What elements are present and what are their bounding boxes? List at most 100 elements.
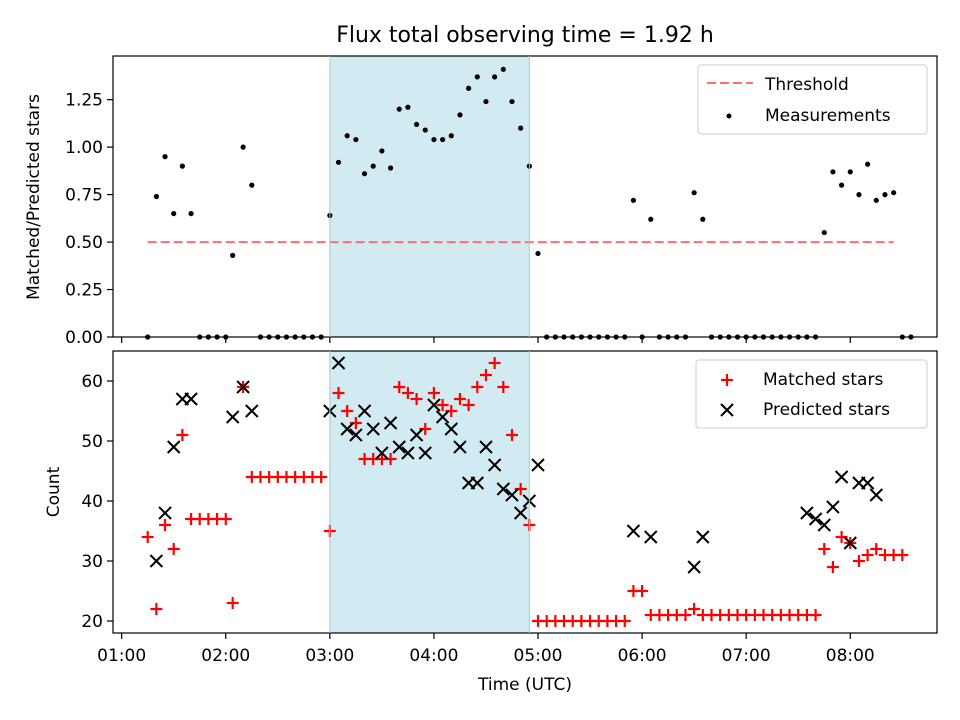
predicted-star-point [340, 422, 354, 436]
predicted-star-point [531, 458, 545, 472]
predicted-star-point [435, 410, 450, 424]
measurement-point [648, 216, 654, 222]
measurement-point [361, 171, 368, 177]
measurement-point [344, 133, 350, 139]
measurement-point [492, 74, 498, 80]
matched-star-point [410, 393, 423, 405]
matched-star-point [427, 387, 440, 399]
measurement-point [830, 169, 836, 175]
xtick-label: 03:00 [305, 646, 354, 666]
measurement-point [856, 192, 862, 198]
measurement-point [882, 192, 888, 198]
measurement-point [847, 169, 853, 175]
matched-star-point [226, 597, 239, 609]
measurement-point [171, 210, 177, 217]
measurement-point [396, 106, 402, 112]
measurement-point [483, 98, 489, 105]
measurement-point [188, 210, 194, 217]
measurement-point [700, 216, 706, 222]
measurement-point [500, 66, 506, 72]
top-axes-frame [112, 55, 938, 338]
matched-star-point [176, 429, 189, 441]
predicted-star-point [236, 380, 250, 394]
top-ytick-label: 0.25 [65, 281, 103, 301]
predicted-star-point [357, 404, 372, 418]
matched-star-point [141, 531, 154, 543]
measurement-point [891, 190, 897, 196]
predicted-star-point [487, 458, 502, 472]
predicted-star-point [375, 446, 389, 460]
predicted-star-point [167, 440, 181, 454]
measurement-point [448, 133, 454, 139]
predicted-star-point [860, 476, 875, 490]
measurement-point [691, 190, 697, 196]
predicted-star-point [479, 440, 493, 454]
bottom-panel: 20 30 40 50 60 01:00 02:00 03:00 04:00 05:00 06:0… [44, 350, 938, 695]
measurement-point [457, 112, 463, 118]
measurements-legend-marker [726, 113, 732, 119]
measurement-point [873, 197, 879, 203]
measurement-point [838, 182, 845, 188]
predicted-star-point [834, 470, 849, 484]
predicted-star-point [427, 398, 441, 412]
predicted-star-point [453, 440, 467, 454]
measurement-point [230, 252, 236, 258]
x-axis-label: Time (UTC) [477, 675, 572, 695]
matched-star-point [332, 387, 345, 399]
measurement-point [535, 250, 541, 257]
measurement-point [821, 229, 827, 236]
matched-star-point [341, 405, 354, 417]
measurement-point [162, 154, 168, 160]
measurement-point [630, 197, 637, 203]
matched-star-point [679, 609, 692, 621]
matched-legend-label: Matched stars [763, 370, 883, 390]
predicted-star-point [366, 422, 380, 436]
predicted-star-point [383, 416, 398, 430]
predicted-star-point [869, 488, 883, 502]
predicted-star-point [687, 560, 701, 574]
measurement-point [509, 98, 515, 105]
matched-star-point [809, 609, 822, 621]
bottom-legend: Matched stars Predicted stars [695, 359, 928, 429]
measurement-point [153, 193, 159, 200]
measurement-point [249, 182, 255, 188]
measurement-point [422, 127, 428, 133]
xtick-label: 07:00 [722, 646, 771, 666]
measurement-point [865, 161, 871, 167]
matched-star-point [393, 381, 406, 393]
bottom-ytick-label: 60 [81, 372, 103, 392]
predicted-star-point [392, 440, 406, 454]
matched-star-point [488, 357, 501, 369]
matched-star-point [453, 393, 466, 405]
matched-star-point [852, 555, 865, 567]
matched-star-point [896, 549, 909, 561]
bottom-ylabel: Count [44, 466, 64, 517]
measurement-point [413, 121, 420, 127]
predicted-star-point [644, 530, 658, 544]
predicted-star-point [225, 410, 240, 424]
bottom-ytick-label: 20 [81, 612, 103, 632]
top-ytick-label: 0.50 [65, 233, 103, 253]
matched-star-point [462, 399, 475, 411]
measurement-point [405, 104, 411, 110]
measurement-point [518, 125, 524, 131]
matched-star-point [315, 471, 328, 483]
predicted-star-point [418, 446, 432, 460]
predicted-star-point [349, 428, 363, 442]
predicted-legend-label: Predicted stars [763, 400, 890, 420]
measurement-point [335, 159, 342, 165]
matched-star-point [167, 543, 180, 555]
bottom-shaded-region [329, 351, 530, 633]
bottom-axes-frame [112, 350, 938, 634]
figure-title: Flux total observing time = 1.92 h [336, 23, 714, 48]
predicted-star-point [626, 524, 641, 538]
predicted-star-point [696, 530, 710, 544]
predicted-star-point [496, 482, 511, 496]
top-ytick-label: 0.75 [65, 186, 103, 206]
matched-star-point [497, 381, 510, 393]
measurement-point [466, 85, 472, 91]
measurement-point [370, 163, 376, 169]
bottom-ytick-label: 40 [81, 492, 103, 512]
top-ylabel: Matched/Predicted stars [24, 94, 44, 300]
